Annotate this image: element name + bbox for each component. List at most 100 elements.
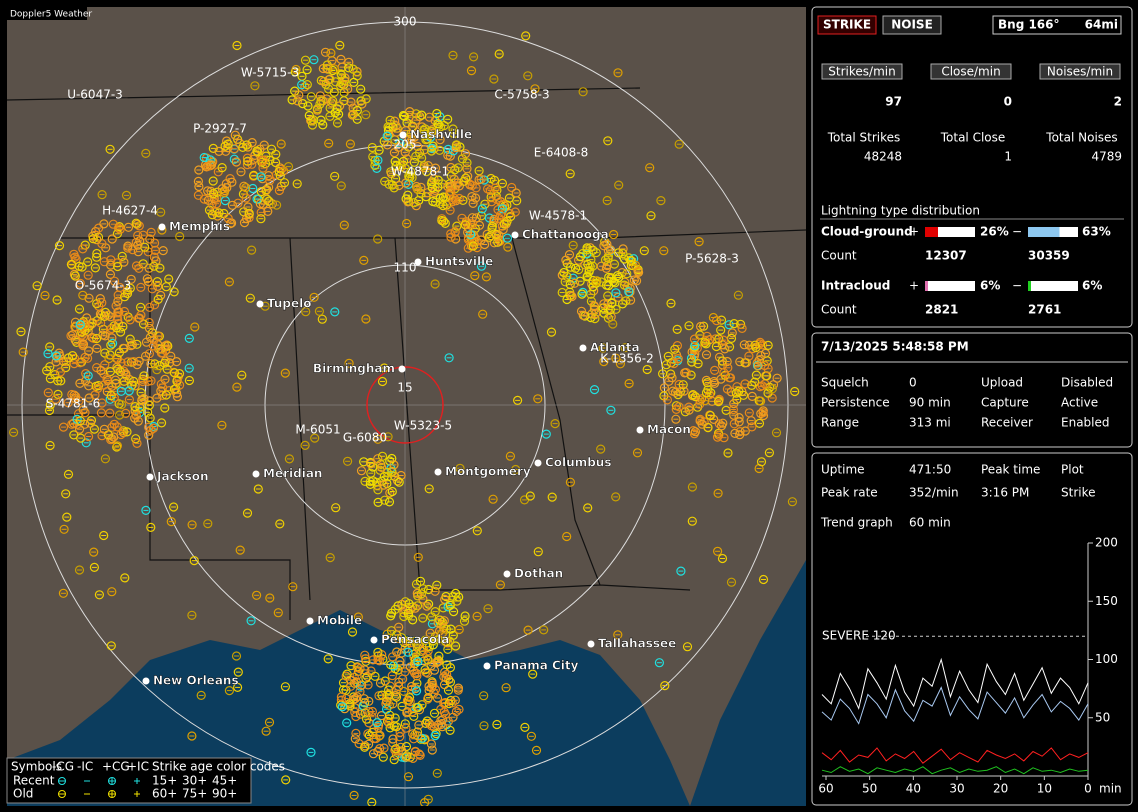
- strike: [756, 351, 766, 361]
- strike: [373, 434, 383, 444]
- strike: [292, 179, 302, 189]
- strike: [430, 730, 440, 741]
- strike: [424, 599, 434, 609]
- legend-age: 90+: [212, 787, 237, 801]
- strike: [145, 332, 155, 342]
- strike: [435, 135, 445, 145]
- strike: [445, 636, 455, 646]
- strike: [306, 92, 316, 102]
- city-dot: [534, 459, 542, 467]
- strike: [257, 157, 267, 167]
- strike: [393, 142, 403, 152]
- strike: [133, 230, 143, 241]
- strike: [428, 196, 438, 207]
- y-tick-label: 150: [1095, 594, 1118, 608]
- city-label: Dothan: [514, 567, 563, 581]
- strike: [231, 651, 242, 661]
- strike: [160, 358, 170, 368]
- strike: [511, 188, 521, 198]
- strike: [753, 361, 763, 371]
- strike: [233, 198, 243, 208]
- strike: [373, 497, 383, 507]
- strike: [402, 218, 412, 229]
- strike: [70, 271, 80, 281]
- strike: [631, 276, 642, 286]
- setting-label: Range: [821, 416, 859, 430]
- strike: [108, 219, 118, 229]
- strike: [575, 252, 586, 262]
- strike: [132, 339, 142, 349]
- legend-box: [6, 757, 252, 804]
- strike: [418, 584, 428, 594]
- strike: [112, 312, 122, 322]
- strike: [642, 364, 652, 375]
- stat-value: 3:16 PM: [981, 486, 1029, 500]
- strike: [304, 110, 314, 121]
- legend-age: 15+: [152, 774, 177, 788]
- strike: [323, 654, 333, 664]
- strike: [70, 335, 80, 345]
- strike: [166, 516, 176, 527]
- strike: [118, 428, 129, 438]
- strike: [680, 368, 690, 378]
- strike: [360, 742, 370, 752]
- strike: [424, 584, 434, 595]
- strike: [380, 176, 390, 186]
- strike: [256, 207, 266, 217]
- strike: [403, 197, 413, 207]
- strike: [344, 358, 354, 368]
- stat-label: Uptime: [821, 463, 865, 477]
- dist-bar-bg: [925, 281, 975, 291]
- strike: [567, 291, 577, 302]
- strike: [43, 349, 53, 359]
- strike: [242, 508, 253, 518]
- strike: [330, 307, 340, 317]
- dist-pct: 26%: [980, 225, 1009, 239]
- city-label: Mobile: [317, 614, 362, 628]
- strike: [414, 749, 424, 759]
- dist-title: Lightning type distribution: [821, 204, 980, 218]
- strike: [255, 199, 265, 209]
- strike: [75, 320, 85, 330]
- strike: [206, 186, 216, 196]
- stat-label: Peak time: [981, 463, 1040, 477]
- strike: [747, 380, 757, 390]
- strike: [427, 177, 437, 187]
- strike: [326, 48, 336, 58]
- strike: [84, 346, 94, 356]
- strike-button[interactable]: [817, 15, 877, 35]
- city-label: Tupelo: [267, 297, 312, 311]
- strike: [144, 317, 154, 328]
- strike: [429, 708, 440, 718]
- setting-value: 90 min: [909, 396, 951, 410]
- strike: [144, 323, 154, 333]
- strike: [140, 242, 150, 252]
- trend-panel: [811, 452, 1133, 806]
- strike: [403, 695, 413, 705]
- setting-value: Active: [1061, 396, 1098, 410]
- strike: [382, 140, 392, 150]
- strike: [385, 710, 395, 720]
- strike: [656, 196, 666, 206]
- strike: [511, 464, 521, 475]
- trend-line: [821, 747, 1089, 764]
- strike: [106, 255, 116, 265]
- strike: [298, 98, 308, 109]
- strike: [208, 176, 218, 186]
- noise-button[interactable]: [882, 15, 942, 35]
- storm-label: M-6051: [295, 423, 340, 437]
- strike: [409, 198, 419, 208]
- strike: [417, 110, 427, 120]
- strike: [100, 331, 110, 341]
- strike: [386, 611, 396, 621]
- strike: [343, 456, 353, 466]
- strike: [250, 81, 260, 91]
- strike: [307, 120, 318, 130]
- dist-label: Intracloud: [821, 279, 890, 293]
- strike: [330, 171, 340, 181]
- strike: [325, 74, 335, 84]
- strike: [430, 586, 440, 596]
- strike: [657, 369, 668, 379]
- strike: [148, 341, 159, 351]
- strike: [407, 134, 417, 144]
